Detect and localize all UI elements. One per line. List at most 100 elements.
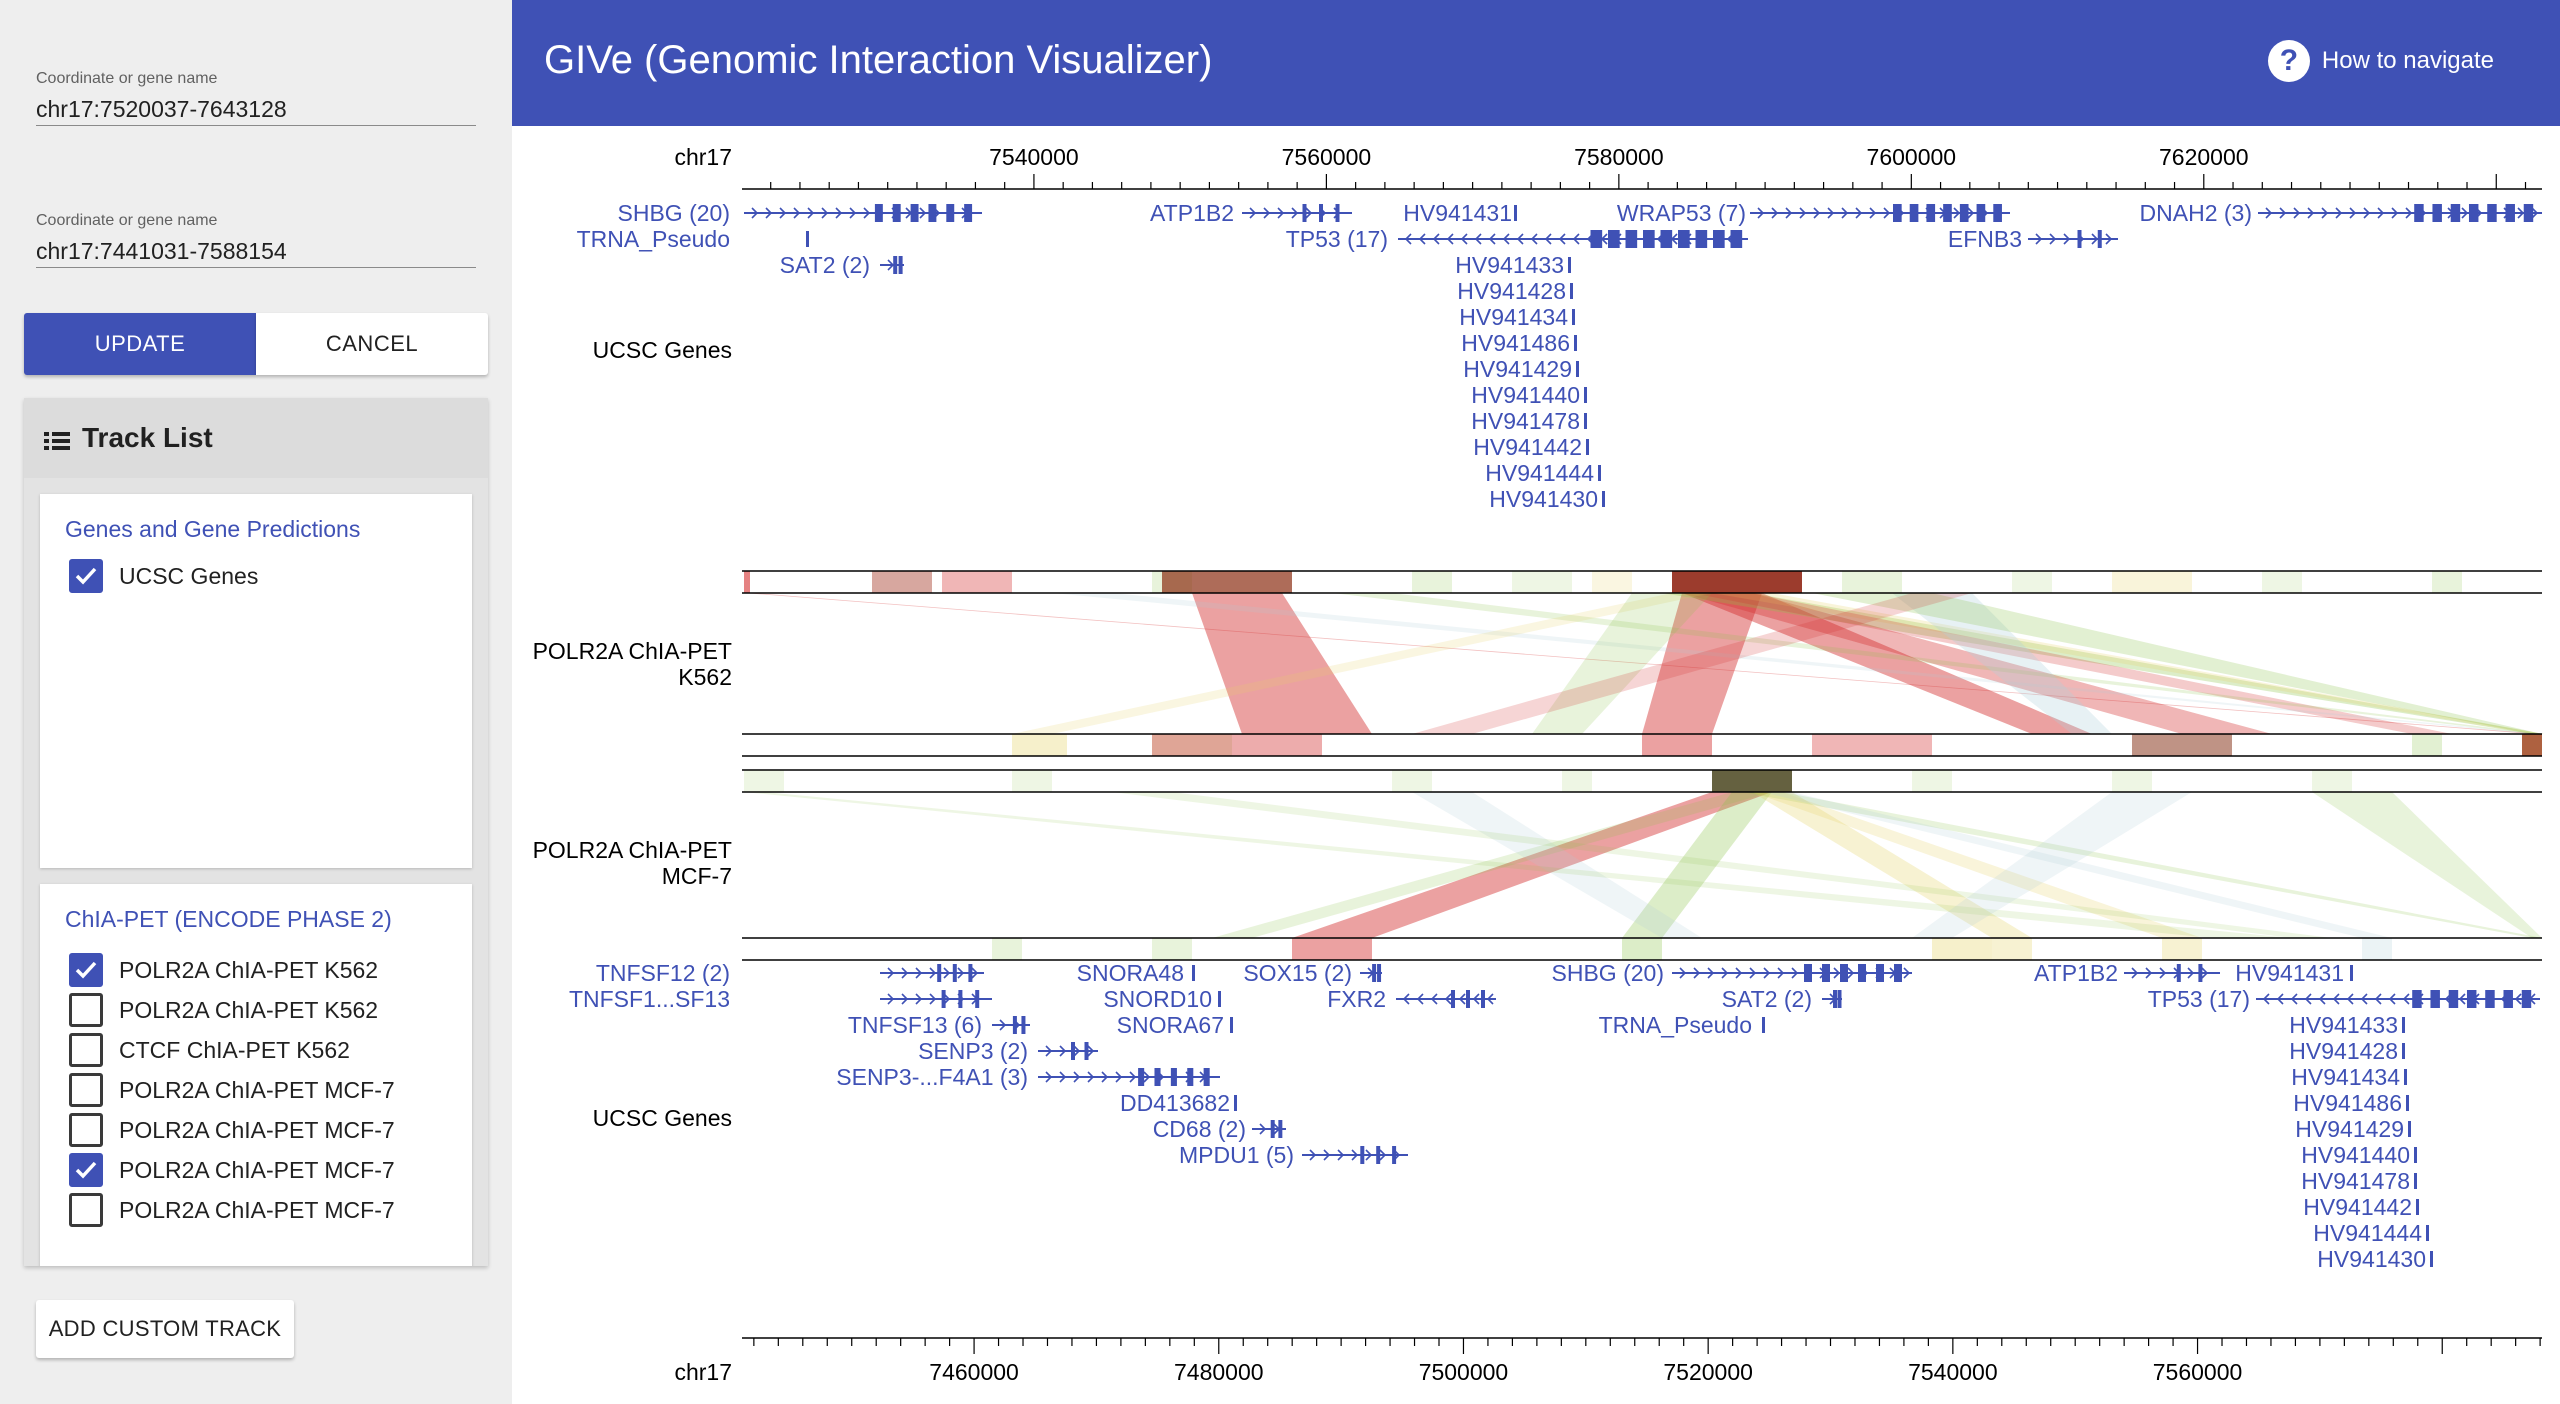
track-list-panel: Track List Genes and Gene Predictions UC… — [24, 398, 488, 1266]
gene-glyph-exon — [1203, 1068, 1210, 1086]
gene-glyph — [1572, 309, 1575, 325]
gene-glyph-arrow — [1777, 967, 1785, 979]
gene-glyph — [2414, 1173, 2417, 1189]
gene-glyph-arrow — [901, 993, 909, 1005]
interaction-bin — [2012, 571, 2052, 593]
checkbox-chia-pet-5[interactable] — [69, 1113, 103, 1147]
gene-glyph — [1576, 361, 1579, 377]
gene-glyph-arrow — [2346, 993, 2354, 1005]
gene-glyph-arrow — [1693, 967, 1701, 979]
gene-label-bottom: TNFSF13 (6) — [848, 1012, 982, 1038]
gene-glyph-exon — [968, 964, 973, 982]
track-item-label: POLR2A ChIA-PET K562 — [119, 996, 379, 1023]
gene-glyph-exon — [1372, 964, 1377, 982]
interaction-bin — [744, 571, 750, 593]
gene-label-top: SAT2 (2) — [780, 252, 870, 278]
gene-label-top: HV941434 — [1459, 304, 1568, 330]
gene-glyph-exon — [1187, 1068, 1194, 1086]
add-custom-track-button[interactable]: ADD CUSTOM TRACK — [36, 1300, 294, 1358]
track-item-chia-pet-6[interactable]: POLR2A ChIA-PET MCF-7 — [69, 1152, 395, 1188]
interaction-track-mcf7[interactable] — [742, 769, 2542, 961]
gene-label-top: HV941444 — [1485, 460, 1594, 486]
interaction-bin — [1152, 734, 1232, 756]
checkbox-chia-pet-4[interactable] — [69, 1073, 103, 1107]
gene-glyph-exon — [1278, 1120, 1283, 1138]
gene-glyph-arrow — [957, 967, 965, 979]
gene-glyph-arrow — [2531, 207, 2539, 219]
gene-label-top: HV941431 — [1403, 200, 1512, 226]
gene-glyph-arrow — [2321, 207, 2329, 219]
gene-label-top: TRNA_Pseudo — [577, 226, 730, 252]
coordinate-input-1[interactable] — [36, 94, 476, 126]
gene-glyph — [2414, 1147, 2417, 1163]
gene-glyph-arrow — [1558, 233, 1566, 245]
interaction-bin — [744, 770, 784, 792]
track-item-chia-pet-1[interactable]: POLR2A ChIA-PET K562 — [69, 952, 378, 988]
track-item-chia-pet-5[interactable]: POLR2A ChIA-PET MCF-7 — [69, 1112, 395, 1148]
checkbox-chia-pet-1[interactable] — [69, 953, 103, 987]
track-item-chia-pet-4[interactable]: POLR2A ChIA-PET MCF-7 — [69, 1072, 395, 1108]
how-to-navigate-button[interactable]: ? How to navigate — [2267, 40, 2494, 82]
genome-viewer[interactable]: chr17 7540000 7560000 7580000 7600000 7620000… — [512, 126, 2560, 1404]
gene-glyph — [1230, 1017, 1233, 1033]
checkbox-chia-pet-7[interactable] — [69, 1193, 103, 1227]
gene-glyph-exon — [1590, 230, 1603, 248]
interaction-bin — [1992, 938, 2032, 960]
gene-glyph-exon — [874, 204, 883, 222]
update-button[interactable]: UPDATE — [24, 313, 256, 375]
list-icon — [44, 427, 70, 450]
gene-glyph-arrow — [2307, 207, 2315, 219]
gene-glyph-arrow — [2388, 993, 2396, 1005]
gene-label-bottom: SNORA48 — [1077, 960, 1184, 986]
checkbox-ucsc-genes[interactable] — [69, 559, 103, 593]
gene-glyph-arrow — [807, 207, 815, 219]
gene-glyph-arrow — [1763, 967, 1771, 979]
gene-label-bottom: HV941478 — [2301, 1168, 2410, 1194]
track-item-label: POLR2A ChIA-PET K562 — [119, 956, 379, 983]
interaction-track-k562[interactable] — [742, 570, 2544, 757]
track-item-chia-pet-3[interactable]: CTCF ChIA-PET K562 — [69, 1032, 350, 1068]
interaction-bin — [2112, 571, 2192, 593]
coordinate-block-1: Coordinate or gene name — [36, 70, 476, 126]
gene-glyph-arrow — [1404, 233, 1412, 245]
interaction-ribbon — [1692, 593, 2452, 734]
checkbox-chia-pet-2[interactable] — [69, 993, 103, 1027]
gene-glyph-arrow — [901, 967, 909, 979]
gene-glyph — [2426, 1225, 2429, 1241]
interaction-bin — [1842, 571, 1902, 593]
coordinate-input-2[interactable] — [36, 236, 476, 268]
track-item-chia-pet-7[interactable]: POLR2A ChIA-PET MCF-7 — [69, 1192, 395, 1228]
gene-glyph-exon — [1822, 964, 1830, 982]
checkbox-chia-pet-3[interactable] — [69, 1033, 103, 1067]
gene-glyph-arrow — [2159, 967, 2167, 979]
top-ruler-tick-label: 7600000 — [1867, 144, 1957, 170]
gene-glyph-arrow — [1544, 233, 1552, 245]
interaction-bin — [1932, 938, 1992, 960]
gene-glyph-exon — [2176, 964, 2181, 982]
interaction-bin — [2112, 770, 2152, 792]
gene-glyph — [2406, 1095, 2409, 1111]
gene-glyph-arrow — [2035, 233, 2043, 245]
interaction-bin — [872, 571, 932, 593]
gene-label-bottom: TRNA_Pseudo — [1599, 1012, 1752, 1038]
cancel-button[interactable]: CANCEL — [256, 313, 488, 375]
checkbox-chia-pet-6[interactable] — [69, 1153, 103, 1187]
gene-glyph-exon — [892, 204, 901, 222]
gene-track-top[interactable]: SHBG (20)TRNA_Pseudo SAT2 (2) ATP1B2 HV9414… — [577, 200, 2542, 512]
gene-glyph-arrow — [1460, 233, 1468, 245]
gene-label-top: HV941428 — [1457, 278, 1566, 304]
track-item-chia-pet-2[interactable]: POLR2A ChIA-PET K562 — [69, 992, 378, 1028]
sidebar: Coordinate or gene name Coordinate or ge… — [0, 0, 512, 1404]
track-item-ucsc-genes[interactable]: UCSC Genes — [69, 558, 258, 594]
gene-glyph-exon — [1012, 1016, 1017, 1034]
gene-glyph-arrow — [1249, 207, 1257, 219]
gene-glyph-arrow — [1967, 207, 1975, 219]
viewer-canvas[interactable]: chr17 7540000 7560000 7580000 7600000 7620000… — [512, 126, 2560, 1404]
gene-label-bottom: TNFSF12 (2) — [596, 960, 730, 986]
gene-glyph-exon — [2198, 964, 2203, 982]
gene-glyph-arrow — [1045, 1071, 1053, 1083]
gene-glyph-arrow — [999, 1019, 1007, 1031]
interaction-bin — [2432, 571, 2462, 593]
